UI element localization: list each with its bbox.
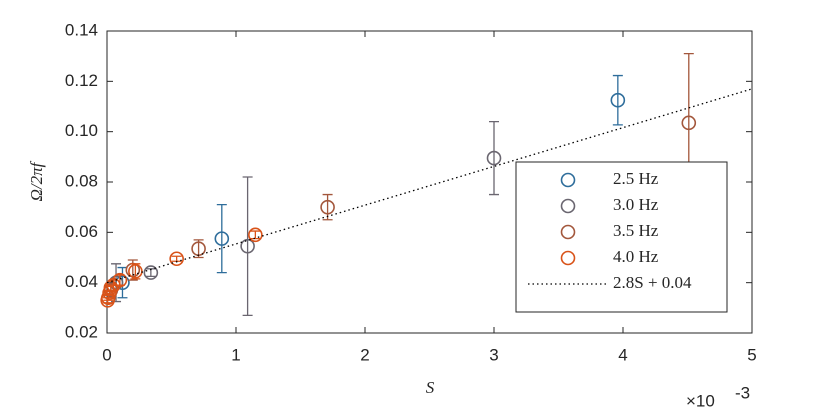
error-bar: [612, 74, 623, 126]
x-tick-label: 2: [360, 345, 369, 364]
error-bar: [102, 297, 113, 304]
y-tick-label: 0.06: [65, 222, 98, 241]
data-point: [169, 251, 184, 267]
error-bar: [250, 230, 261, 240]
error-bar: [216, 204, 227, 274]
legend-swatch: [560, 224, 576, 240]
error-bar: [489, 120, 499, 196]
y-tick-label: 0.08: [65, 171, 98, 190]
legend-swatch: [560, 198, 576, 214]
y-axis-label: Ω/2πf: [27, 160, 46, 201]
error-bar: [322, 193, 333, 221]
legend-label: 3.5 Hz: [613, 221, 659, 240]
legend-label: 3.0 Hz: [613, 195, 659, 214]
data-point: [108, 275, 124, 290]
x-multiplier: ×10: [686, 391, 715, 410]
legend-label: 2.8S + 0.04: [613, 273, 692, 292]
legend-box: [515, 161, 728, 313]
y-tick-label: 0.14: [65, 20, 98, 39]
data-point: [610, 92, 626, 108]
x-tick-label: 1: [231, 345, 240, 364]
x-multiplier-exponent: -3: [735, 383, 750, 402]
x-tick-label: 0: [102, 345, 111, 364]
data-point: [320, 199, 335, 215]
data-point: [681, 115, 697, 131]
y-tick-label: 0.02: [65, 322, 98, 341]
x-tick-label: 4: [618, 345, 627, 364]
x-tick-label: 3: [489, 345, 498, 364]
error-bar: [242, 176, 253, 317]
data-point: [248, 227, 263, 243]
data-point: [100, 292, 115, 308]
y-tick-label: 0.10: [65, 121, 98, 140]
data-point: [143, 265, 159, 280]
data-point: [214, 231, 230, 246]
data-point: [128, 264, 143, 279]
error-bar: [130, 263, 141, 280]
x-tick-label: 5: [747, 345, 756, 364]
x-axis-label: S: [426, 378, 435, 397]
data-point: [240, 238, 255, 254]
legend-swatch: [560, 250, 576, 266]
legend-label: 4.0 Hz: [613, 247, 659, 266]
y-tick-label: 0.12: [65, 71, 98, 90]
data-point: [486, 150, 502, 166]
y-tick-label: 0.04: [65, 272, 98, 291]
legend-label: 2.5 Hz: [613, 169, 659, 188]
legend-swatch: [560, 172, 576, 188]
